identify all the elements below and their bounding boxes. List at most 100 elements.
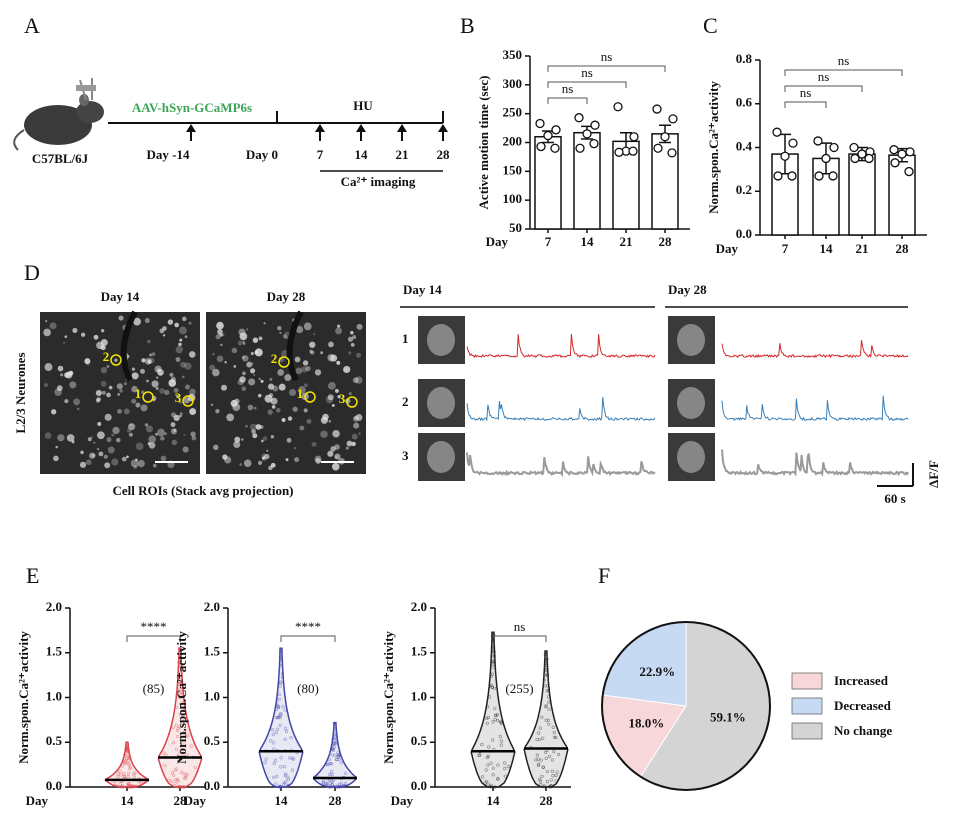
data-point — [857, 149, 867, 159]
cell — [241, 438, 244, 441]
violin-dot — [538, 779, 543, 783]
cell — [159, 388, 165, 394]
cell — [178, 342, 182, 347]
violin-dot — [545, 688, 549, 693]
violin-dot — [178, 687, 182, 691]
cell — [261, 453, 267, 459]
violin-dot — [180, 690, 184, 694]
cell — [111, 433, 115, 437]
cell — [242, 342, 246, 345]
y-tick-label: 0.6 — [736, 95, 753, 110]
cell — [152, 463, 157, 468]
violin-dot — [327, 757, 331, 762]
cell — [314, 369, 322, 376]
violin-dot — [330, 769, 334, 774]
data-point — [551, 125, 561, 135]
data-point — [821, 153, 831, 164]
cell — [182, 316, 187, 322]
violin-dot — [541, 736, 545, 740]
violin-dot — [278, 784, 283, 788]
significance-label: ns — [838, 53, 850, 68]
cell — [64, 335, 68, 339]
violin-dot — [489, 761, 493, 765]
trace — [466, 333, 656, 359]
cell — [137, 459, 145, 468]
violin-dot — [344, 771, 348, 775]
roi — [278, 356, 290, 368]
cell — [141, 358, 146, 363]
violin-dot — [491, 720, 495, 724]
violin-dot — [283, 726, 288, 730]
cell — [155, 432, 158, 436]
cell — [135, 458, 138, 462]
violin-dot — [481, 775, 485, 779]
cell — [220, 343, 223, 347]
violin-dot — [332, 721, 336, 725]
trace — [466, 397, 656, 422]
violin-dot — [489, 783, 493, 787]
violin-dot — [178, 648, 182, 652]
cell — [334, 444, 340, 450]
data-point — [543, 130, 553, 141]
violin-dot — [492, 655, 496, 659]
cell — [133, 317, 141, 326]
significance-label: ns — [581, 65, 593, 80]
violin-dot — [173, 781, 177, 786]
data-point — [667, 148, 677, 158]
violin-dot — [278, 785, 282, 789]
roi-label: 3 — [175, 390, 182, 405]
violin-dot — [480, 742, 484, 747]
cell — [164, 432, 168, 436]
violin-dot — [543, 684, 547, 688]
violin-dot — [118, 769, 122, 773]
cell — [72, 327, 78, 334]
violin-dot — [274, 730, 278, 735]
violin-dot — [545, 657, 549, 661]
violin-dot — [167, 778, 171, 782]
violin-dot — [545, 669, 549, 673]
legend-label: Decreased — [834, 698, 892, 713]
cell — [253, 373, 256, 377]
violin-dot — [177, 682, 181, 686]
cell — [267, 409, 273, 415]
cell — [353, 422, 360, 429]
cell — [169, 372, 174, 377]
cell — [258, 460, 263, 465]
cell — [261, 456, 265, 460]
panel-label: A — [24, 13, 40, 38]
cell — [191, 435, 197, 441]
virus: AAV-hSyn-GCaMP6s — [132, 100, 252, 115]
violin-body — [157, 647, 203, 788]
data-point — [772, 127, 782, 137]
cell — [95, 389, 102, 397]
cell — [121, 456, 127, 462]
violin-dot — [324, 762, 329, 767]
data-point — [849, 142, 859, 153]
violin-dot — [326, 762, 330, 767]
panel-label: F — [598, 563, 610, 588]
cell — [116, 437, 121, 443]
y-tick-label: 2.0 — [411, 599, 427, 614]
violin-dot — [178, 712, 183, 716]
violin-dot — [506, 764, 510, 769]
violin-dot — [545, 770, 549, 774]
y-tick-label: 0.5 — [204, 733, 221, 748]
cell — [179, 338, 183, 342]
violin-dot — [331, 747, 335, 751]
violin-dot — [286, 775, 290, 779]
violin-dot — [125, 757, 129, 761]
x-tick-label: 14 — [820, 241, 834, 256]
cell — [148, 357, 155, 364]
cell — [179, 414, 183, 418]
cell — [331, 403, 335, 407]
cell — [168, 379, 177, 387]
violin-dot — [271, 732, 275, 737]
violin-dot — [547, 700, 551, 704]
n-label: (80) — [297, 681, 319, 696]
cell — [53, 455, 59, 462]
cell-body — [677, 441, 705, 473]
roi-label: 2 — [271, 351, 278, 366]
violin-dot — [503, 761, 507, 765]
cell — [258, 377, 261, 381]
arrow-head — [186, 124, 196, 132]
